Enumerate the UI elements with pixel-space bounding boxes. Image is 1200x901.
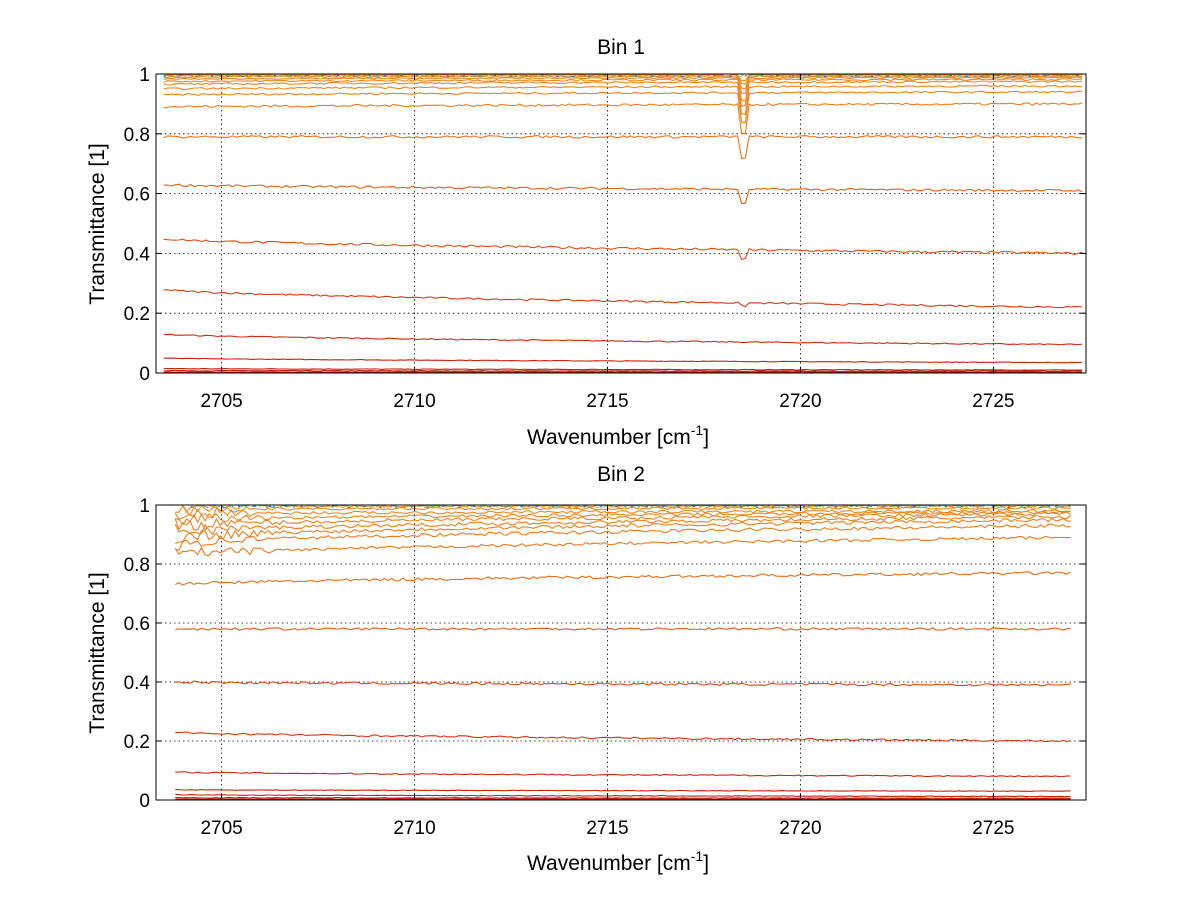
series-line (174, 511, 1071, 531)
y-tick-label: 1 (139, 496, 150, 517)
series-line (163, 357, 1083, 364)
x-tick-label: 2720 (779, 818, 821, 839)
series-lines (174, 504, 1071, 800)
y-tick-label: 0.6 (124, 185, 150, 206)
series-line (163, 289, 1083, 309)
y-tick-label: 0.4 (124, 673, 151, 694)
series-line (175, 627, 1071, 631)
x-axis-label-suffix: ] (703, 852, 709, 875)
y-tick-label: 0 (139, 791, 150, 812)
chart-panel-bin-1: Bin 1 2705 2710 2715 2720 2725 0 0.2 0.4 0.6 0.8 1… (86, 36, 1087, 449)
plot-frame (155, 504, 1087, 801)
chart-title: Bin 1 (597, 36, 645, 59)
series-line (175, 788, 1071, 792)
y-tick-label: 0.8 (124, 555, 150, 576)
x-tick-label: 2705 (200, 391, 242, 412)
x-tick-label: 2725 (972, 391, 1014, 412)
series-line (163, 371, 1083, 373)
series-line (163, 75, 1083, 90)
plot-frame (155, 73, 1087, 374)
series-line (163, 102, 1083, 135)
series-line (175, 523, 1071, 551)
series-lines (163, 73, 1083, 373)
series-line (174, 507, 1071, 520)
series-line (175, 771, 1071, 778)
series-line (163, 135, 1083, 160)
y-tick-label: 0.4 (124, 244, 151, 265)
y-tick-label: 0.2 (124, 304, 150, 325)
series-line (163, 76, 1083, 94)
y-tick-label: 0.2 (124, 732, 150, 753)
series-line (175, 680, 1071, 687)
x-axis-label-text: Wavenumber [cm (527, 426, 691, 449)
series-line (163, 369, 1083, 373)
x-axis-label-superscript: -1 (691, 422, 704, 438)
y-tick-label: 0 (139, 364, 150, 385)
series-line (163, 84, 1083, 116)
series-line (175, 571, 1071, 586)
y-axis-label: Transmittance [1] (86, 143, 109, 304)
y-tick-label: 0.6 (124, 614, 150, 635)
series-line (163, 238, 1083, 261)
series-line (175, 731, 1071, 743)
series-line (175, 796, 1071, 800)
axis-ticks: 2705 2710 2715 2720 2725 0 0.2 0.4 0.6 0.8 1 (124, 65, 1086, 412)
x-tick-label: 2710 (393, 818, 435, 839)
x-tick-label: 2720 (779, 391, 821, 412)
series-line (175, 504, 1071, 516)
x-tick-label: 2705 (200, 818, 242, 839)
x-axis-label: Wavenumber [cm-1] (527, 848, 709, 875)
x-axis-label-suffix: ] (703, 426, 709, 449)
y-tick-label: 0.8 (124, 125, 150, 146)
axis-ticks: 2705 2710 2715 2720 2725 0 0.2 0.4 0.6 0.8 1 (124, 496, 1086, 839)
x-tick-label: 2715 (586, 818, 628, 839)
y-axis-label: Transmittance [1] (86, 572, 109, 733)
series-line (174, 535, 1071, 557)
x-axis-label-superscript: -1 (691, 848, 704, 864)
series-line (163, 183, 1083, 204)
chart-title: Bin 2 (597, 463, 645, 486)
x-tick-label: 2725 (972, 818, 1014, 839)
series-line (163, 333, 1083, 346)
y-tick-label: 1 (139, 65, 150, 86)
x-axis-label-text: Wavenumber [cm (527, 852, 691, 875)
series-line (163, 80, 1083, 108)
chart-panel-bin-2: Bin 2 2705 2710 2715 2720 2725 0 0.2 0.4 0.6 0.8 1… (86, 463, 1087, 875)
series-line (175, 517, 1071, 545)
series-line (163, 367, 1083, 371)
series-line (174, 514, 1071, 536)
series-line (163, 78, 1083, 102)
series-line (175, 798, 1071, 800)
series-line (175, 793, 1071, 798)
series-line (163, 90, 1083, 123)
x-tick-label: 2715 (586, 391, 628, 412)
series-line (175, 510, 1071, 526)
noise-series-line (163, 74, 1083, 78)
x-tick-label: 2710 (393, 391, 435, 412)
x-axis-label: Wavenumber [cm-1] (527, 422, 709, 449)
